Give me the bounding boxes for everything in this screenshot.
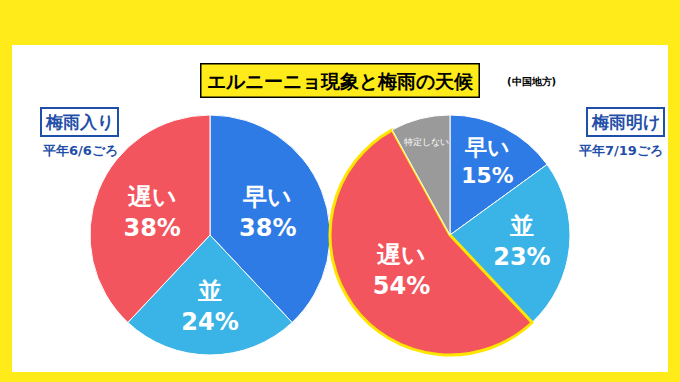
svg-text:梅雨明け: 梅雨明け bbox=[591, 112, 660, 132]
svg-text:並24%: 並24% bbox=[181, 277, 238, 336]
svg-text:早い38%: 早い38% bbox=[239, 183, 296, 242]
svg-text:平年6/6ごろ: 平年6/6ごろ bbox=[42, 143, 118, 158]
svg-text:梅雨入り: 梅雨入り bbox=[45, 112, 114, 132]
svg-text:(中国地方): (中国地方) bbox=[507, 76, 556, 87]
svg-text:遅い54%: 遅い54% bbox=[373, 241, 430, 300]
svg-text:平年7/19ごろ: 平年7/19ごろ bbox=[578, 143, 663, 158]
svg-text:エルニーニョ現象と梅雨の天候: エルニーニョ現象と梅雨の天候 bbox=[207, 70, 474, 92]
svg-text:並23%: 並23% bbox=[493, 212, 550, 271]
svg-text:遅い38%: 遅い38% bbox=[123, 183, 180, 242]
svg-text:早い15%: 早い15% bbox=[461, 135, 513, 188]
svg-text:特定しない: 特定しない bbox=[404, 136, 449, 147]
